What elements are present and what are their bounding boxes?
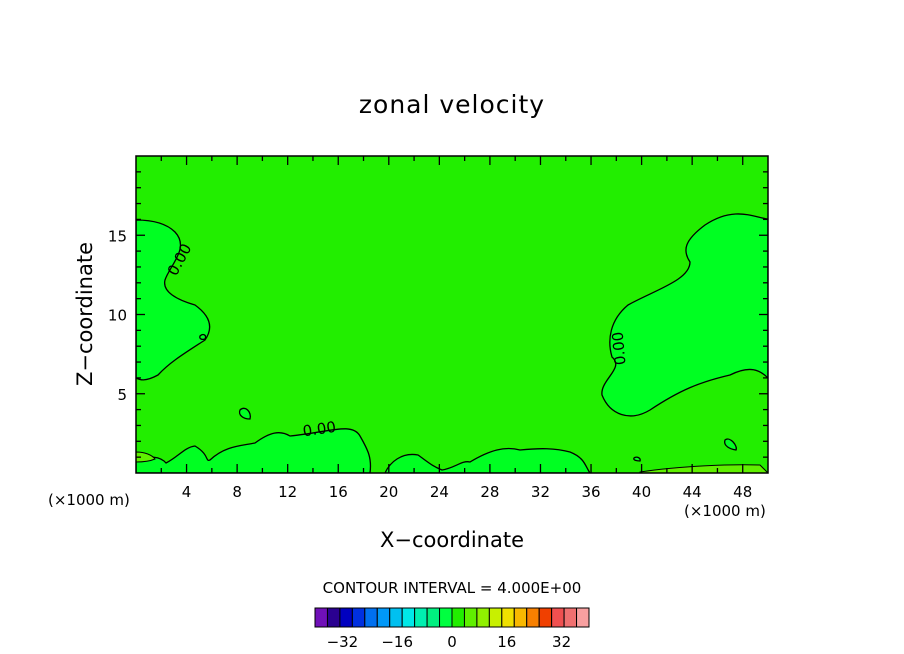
contour-small-1 — [238, 407, 251, 420]
colorbar-swatch — [563, 607, 578, 628]
x-tick-label: 4 — [182, 483, 192, 501]
contour-small-3 — [724, 438, 737, 451]
colorbar-swatch — [401, 607, 416, 628]
x-axis-unit-right: (×1000 m) — [684, 502, 766, 520]
x-tick-label: 36 — [581, 483, 600, 501]
negative-region-left — [136, 219, 211, 381]
colorbar-swatch — [326, 607, 341, 628]
x-tick-label: 8 — [232, 483, 242, 501]
x-tick-label: 28 — [480, 483, 499, 501]
x-tick-label: 20 — [379, 483, 398, 501]
negative-region-bottom-left — [136, 428, 372, 473]
contour-label: 0.00 — [609, 331, 630, 366]
colorbar-swatch — [551, 607, 565, 628]
colorbar-swatch — [414, 607, 428, 628]
positive-edge-bottom-left — [136, 451, 156, 463]
negative-region-bottom-right — [384, 447, 591, 473]
x-axis-title: X−coordinate — [380, 528, 524, 552]
x-tick-label: 40 — [632, 483, 651, 501]
colorbar-swatch — [389, 607, 403, 628]
colorbar-swatch — [538, 607, 553, 628]
contour-small-4 — [633, 456, 641, 462]
colorbar-swatch — [476, 607, 490, 628]
colorbar-swatch — [451, 607, 465, 628]
colorbar-swatch — [314, 607, 328, 628]
colorbar-swatch — [463, 607, 478, 628]
colorbar-swatch — [501, 607, 515, 628]
colorbar-swatch — [426, 607, 441, 628]
y-tick-label: 15 — [108, 227, 127, 245]
contour-label: 0.00 — [302, 418, 338, 440]
colorbar-swatch — [488, 607, 503, 628]
chart-title: zonal velocity — [359, 90, 545, 119]
x-tick-label: 16 — [329, 483, 348, 501]
colorbar-swatch — [513, 607, 528, 628]
y-axis-title: Z−coordinate — [73, 242, 97, 386]
x-tick-label: 48 — [733, 483, 752, 501]
colorbar-swatch — [351, 607, 366, 628]
colorbar-swatch — [576, 607, 590, 628]
colorbar-label: 16 — [497, 633, 516, 651]
x-tick-label: 24 — [430, 483, 449, 501]
x-tick-label: 32 — [531, 483, 550, 501]
y-tick-label: 10 — [108, 307, 127, 325]
colorbar-swatch — [376, 607, 391, 628]
colorbar-label: −32 — [327, 633, 359, 651]
colorbar-swatch — [526, 607, 540, 628]
positive-edge-bottom-right — [639, 464, 768, 473]
contour-interval-text: CONTOUR INTERVAL = 4.000E+00 — [323, 579, 582, 597]
y-tick-label: 5 — [117, 386, 127, 404]
x-tick-label: 44 — [683, 483, 702, 501]
colorbar-swatch — [339, 607, 353, 628]
colorbar-swatch — [364, 607, 378, 628]
colorbar-label: 0 — [447, 633, 457, 651]
x-axis-unit-left: (×1000 m) — [48, 491, 130, 509]
colorbar: −32 −16 0 16 32 — [314, 607, 590, 651]
colorbar-swatch — [439, 607, 453, 628]
contour-small-2 — [199, 333, 207, 341]
colorbar-label: −16 — [381, 633, 413, 651]
negative-region-right — [601, 213, 768, 417]
x-tick-label: 12 — [278, 483, 297, 501]
colorbar-label: 32 — [552, 633, 571, 651]
